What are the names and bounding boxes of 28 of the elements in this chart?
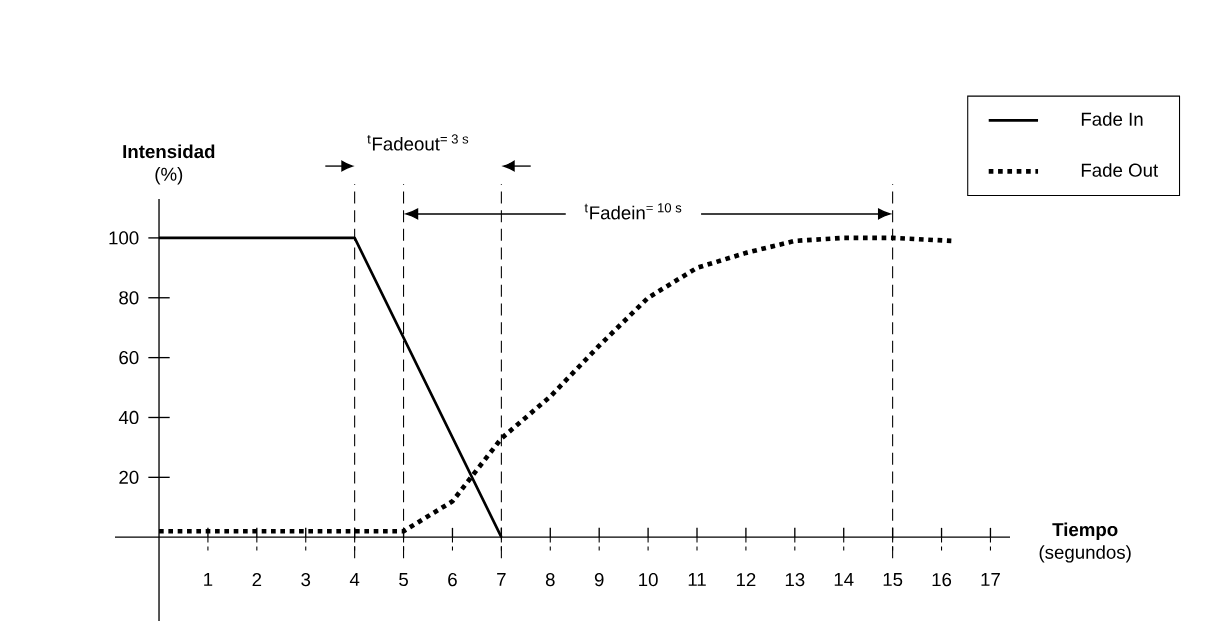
x-tick-label: 6 bbox=[448, 573, 457, 587]
y-tick-label: 80 bbox=[119, 291, 139, 305]
x-tick-label: 14 bbox=[834, 573, 854, 586]
x-tick-label: 9 bbox=[594, 573, 604, 587]
x-tick-label: 10 bbox=[639, 573, 658, 587]
y-tick-label: 100 bbox=[109, 231, 139, 245]
x-tick-label: 13 bbox=[785, 573, 805, 587]
legend-label: Fade Out bbox=[1081, 163, 1159, 177]
legend-label: Fade In bbox=[1081, 112, 1143, 126]
x-tick-label: 12 bbox=[736, 573, 756, 587]
x-tick-label: 5 bbox=[399, 573, 408, 587]
text: $^{t}$Fadeout$^{= 3 s}$ bbox=[367, 134, 469, 151]
x-tick-label: 2 bbox=[252, 573, 262, 587]
y-tick-label: 40 bbox=[118, 410, 139, 425]
x-tick-label: 7 bbox=[497, 573, 506, 586]
x-axis-title: Tiempo (segundos) bbox=[1039, 522, 1131, 563]
y-tick-label: 20 bbox=[119, 470, 139, 484]
x-tick-label: 16 bbox=[932, 573, 952, 587]
annotation: $^{t}$Fadein$^{= 10 s}$ bbox=[584, 203, 682, 220]
y-axis-title: Intensidad (%) bbox=[123, 144, 215, 185]
y-tick-label: 60 bbox=[119, 351, 139, 365]
x-tick-label: 17 bbox=[981, 573, 1000, 586]
x-tick-label: 4 bbox=[349, 573, 360, 586]
x-tick-label: 8 bbox=[545, 573, 555, 587]
x-tick-label: 3 bbox=[301, 573, 311, 587]
x-tick-label: 15 bbox=[883, 573, 903, 587]
x-tick-label: 1 bbox=[204, 573, 213, 586]
x-tick-label: 11 bbox=[688, 573, 706, 586]
